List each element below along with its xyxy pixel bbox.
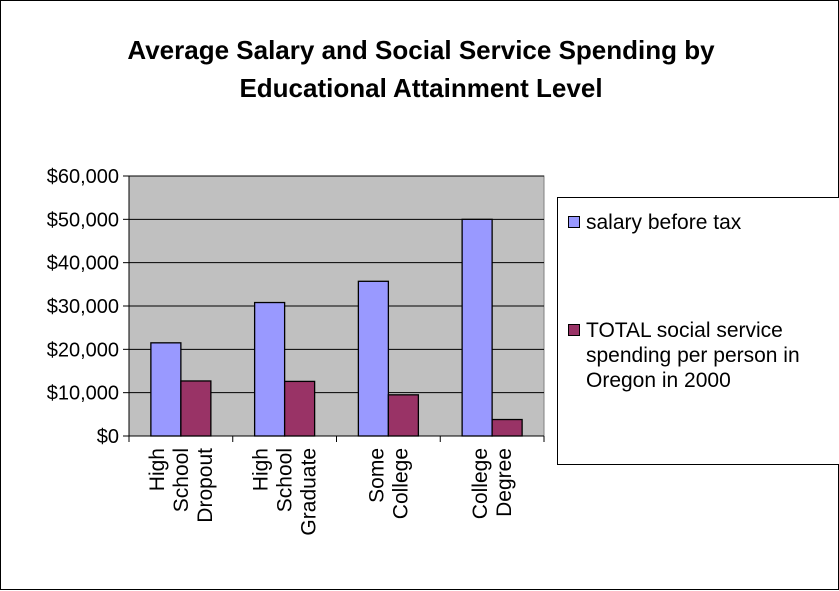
x-tick-label: High <box>250 448 273 491</box>
chart-title: Average Salary and Social Service Spendi… <box>61 31 781 107</box>
y-tick-label: $60,000 <box>47 166 119 188</box>
bar <box>283 380 316 437</box>
x-tick-label: School <box>170 448 193 512</box>
chart-title-line-2: Educational Attainment Level <box>239 73 603 103</box>
legend-label-line: spending per person in <box>586 344 800 367</box>
y-tick-label: $30,000 <box>47 296 119 318</box>
legend-label-line: TOTAL social service <box>586 319 783 342</box>
x-tick-label: High <box>146 448 169 491</box>
bar <box>180 380 212 437</box>
x-tick-label: Degree <box>493 448 516 517</box>
legend-swatch-salary <box>568 216 580 228</box>
y-tick-label: $10,000 <box>47 383 119 405</box>
y-tick-label: $50,000 <box>47 209 119 231</box>
legend-label-salary: salary before tax <box>586 210 839 235</box>
chart-legend: salary before tax TOTAL social service s… <box>557 197 839 465</box>
legend-label-line: Oregon in 2000 <box>586 369 731 392</box>
bar <box>357 280 390 437</box>
bar <box>461 218 493 437</box>
y-tick-label: $20,000 <box>47 339 119 361</box>
bar <box>253 301 286 437</box>
legend-label-line: salary before tax <box>586 211 742 234</box>
x-tick-label: Some <box>365 448 388 503</box>
x-tick-label: Dropout <box>194 448 217 523</box>
bar <box>150 342 182 437</box>
bar <box>491 418 523 437</box>
legend-label-social-spending: TOTAL social service spending per person… <box>586 318 839 393</box>
y-tick-label: $40,000 <box>47 253 119 275</box>
chart-title-line-1: Average Salary and Social Service Spendi… <box>127 35 715 65</box>
bar <box>387 394 420 437</box>
legend-swatch-social-spending <box>568 324 580 336</box>
x-tick-label: College <box>389 448 412 519</box>
x-tick-label: School <box>274 448 297 512</box>
x-tick-label: College <box>469 448 492 519</box>
x-tick-label: Graduate <box>298 448 321 536</box>
y-tick-label: $0 <box>97 426 119 448</box>
